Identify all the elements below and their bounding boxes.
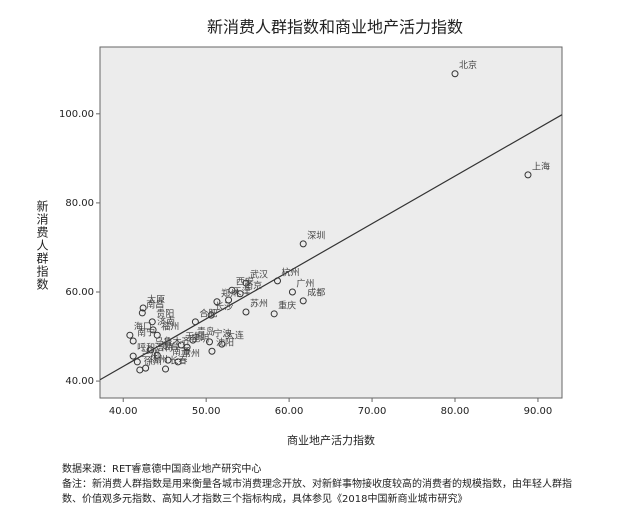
source: 数据来源：RET睿意德中国商业地产研究中心 <box>62 464 262 475</box>
point-label: 广州 <box>296 277 314 289</box>
point-label: 天津 <box>233 287 251 298</box>
x-tick-label: 40.00 <box>109 406 138 417</box>
point <box>288 288 296 296</box>
point-label: 南通 <box>172 346 190 358</box>
point-label: 海口 <box>134 321 152 333</box>
point-label: 宁波 <box>213 327 231 339</box>
point-label: 烟台 <box>161 341 179 353</box>
x-tick-label: 50.00 <box>192 406 221 417</box>
point-label: 武汉 <box>250 269 268 281</box>
point-label: 济南 <box>157 315 175 327</box>
point-label: 呼和浩特 <box>137 342 173 354</box>
point-label: 无锡 <box>185 331 203 342</box>
point-label: 乌鲁木齐 <box>155 335 191 347</box>
point <box>270 310 278 318</box>
point <box>149 326 157 334</box>
point-label: 青岛 <box>197 326 215 338</box>
point-label: 南京 <box>244 279 262 291</box>
point-label: 苏州 <box>250 298 268 310</box>
y-tick-label: 100.00 <box>59 109 94 120</box>
point <box>225 296 233 304</box>
point <box>228 286 236 294</box>
point <box>299 240 307 248</box>
point <box>174 358 182 366</box>
note: 备注：新消费人群指数是用来衡量各城市消费理念开放、对新鲜事物接收度较高的消费者的… <box>62 479 572 505</box>
point <box>177 341 185 349</box>
point-label: 沈阳 <box>216 337 234 349</box>
point <box>274 277 282 285</box>
fit-line <box>99 114 563 381</box>
point-label: 太原 <box>147 294 165 306</box>
point-label: 西安 <box>236 276 254 288</box>
point-label: 贵阳 <box>156 307 174 319</box>
point <box>205 338 213 346</box>
point <box>208 347 216 355</box>
point <box>451 70 459 78</box>
point <box>138 309 146 317</box>
point <box>524 171 532 179</box>
point <box>133 358 141 366</box>
x-tick-label: 60.00 <box>275 406 304 417</box>
point-label: 昆明 <box>191 334 209 345</box>
point-label: 常州 <box>182 347 200 359</box>
point <box>136 366 144 374</box>
point <box>207 311 215 319</box>
point-label: 重庆 <box>278 299 296 311</box>
point-label: 合肥 <box>199 307 217 319</box>
y-axis-label: 新消费人群指数 <box>35 200 49 291</box>
point <box>183 343 191 351</box>
point <box>126 331 134 339</box>
point <box>164 356 172 364</box>
x-tick-label: 80.00 <box>441 406 470 417</box>
point <box>129 337 137 345</box>
point <box>299 297 307 305</box>
point-label: 徐州 <box>144 355 162 367</box>
chart-title: 新消费人群指数和商业地产活力指数 <box>207 18 463 37</box>
point-label: 深圳 <box>307 230 325 241</box>
point <box>242 308 250 316</box>
y-tick-label: 60.00 <box>65 287 94 298</box>
point <box>218 340 226 348</box>
point-label: 成都 <box>307 286 325 298</box>
point <box>189 336 197 344</box>
point-label: 郑州 <box>221 287 239 299</box>
point <box>191 318 199 326</box>
point-label: 南昌 <box>146 298 164 310</box>
point-label: 上海 <box>532 160 550 172</box>
point <box>153 331 161 339</box>
point <box>139 304 147 312</box>
point <box>129 352 137 360</box>
point <box>147 346 155 354</box>
point <box>148 318 156 326</box>
point <box>153 351 161 359</box>
point-label: 长沙 <box>215 301 233 313</box>
point <box>213 298 221 306</box>
point-label: 南宁 <box>137 326 155 338</box>
point <box>162 365 170 373</box>
point-label: 福州 <box>161 321 179 333</box>
y-tick-label: 80.00 <box>65 198 94 209</box>
point-label: 北京 <box>459 59 477 71</box>
x-tick-label: 70.00 <box>358 406 387 417</box>
y-tick-label: 40.00 <box>65 376 94 387</box>
point-label: 杭州 <box>282 266 300 278</box>
x-tick-label: 90.00 <box>524 406 553 417</box>
point-label: 大连 <box>226 330 244 342</box>
plot-area <box>99 46 563 399</box>
point <box>242 279 250 287</box>
point-label: 长春 <box>170 355 188 367</box>
x-axis-label: 商业地产活力指数 <box>287 433 375 447</box>
point <box>236 290 244 298</box>
